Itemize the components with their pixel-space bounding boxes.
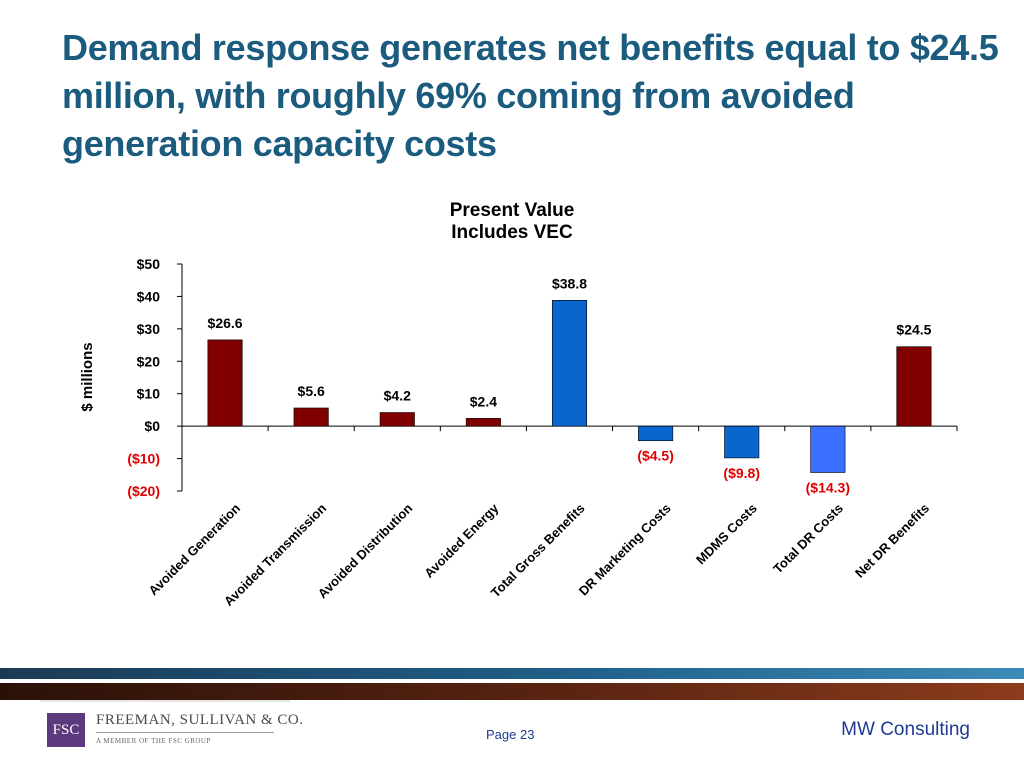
category-label: Avoided Energy — [421, 500, 502, 581]
page-number: Page 23 — [486, 727, 535, 742]
bar — [465, 418, 501, 427]
data-label: $26.6 — [208, 315, 243, 331]
data-label: ($4.5) — [637, 448, 674, 464]
chart-title-line: Includes VEC — [451, 222, 573, 243]
data-label: $38.8 — [552, 275, 587, 291]
chart-title-line: Present Value — [450, 200, 575, 221]
category-label: Avoided Generation — [146, 500, 244, 598]
category-label: Total Gross Benefits — [488, 501, 588, 601]
y-tick-label: $20 — [137, 353, 161, 369]
y-tick-label: $30 — [137, 321, 161, 337]
logo-tagline: A MEMBER OF THE FSC GROUP — [96, 737, 211, 745]
category-label: Net DR Benefits — [852, 501, 932, 581]
data-label: $4.2 — [384, 388, 411, 404]
bar — [724, 425, 760, 459]
y-tick-label: $0 — [144, 418, 160, 434]
category-label: Avoided Distribution — [315, 500, 416, 601]
category-label: Total DR Costs — [770, 501, 846, 577]
bar — [293, 407, 329, 427]
data-label: $2.4 — [470, 393, 497, 409]
bar — [638, 425, 674, 442]
footer-brand: MW Consulting — [841, 719, 970, 740]
slide-title: Demand response generates net benefits e… — [62, 27, 999, 164]
bar — [379, 412, 415, 427]
bar — [810, 425, 846, 473]
data-label: ($14.3) — [806, 480, 850, 496]
y-tick-label: $10 — [137, 386, 161, 402]
y-tick-label: ($10) — [127, 451, 160, 467]
y-axis-label: $ millions — [79, 342, 96, 411]
y-tick-label: ($20) — [127, 483, 160, 499]
bar — [896, 346, 932, 427]
category-label: DR Marketing Costs — [576, 501, 674, 599]
bar — [207, 339, 243, 427]
footer-band-blue — [0, 668, 1024, 679]
data-label: $5.6 — [298, 383, 325, 399]
category-label: MDMS Costs — [693, 501, 760, 568]
bar — [551, 300, 588, 427]
y-tick-label: $50 — [137, 256, 161, 272]
logo-divider — [96, 732, 274, 733]
data-label: $24.5 — [896, 322, 931, 338]
company-logo: FSC FREEMAN, SULLIVAN & CO. A MEMBER OF … — [40, 700, 303, 752]
footer-band-brown — [0, 683, 1024, 700]
data-label: ($9.8) — [723, 465, 760, 481]
logo-mark: FSC — [47, 713, 85, 747]
logo-company-name: FREEMAN, SULLIVAN & CO. — [96, 712, 304, 728]
y-tick-label: $40 — [137, 288, 161, 304]
